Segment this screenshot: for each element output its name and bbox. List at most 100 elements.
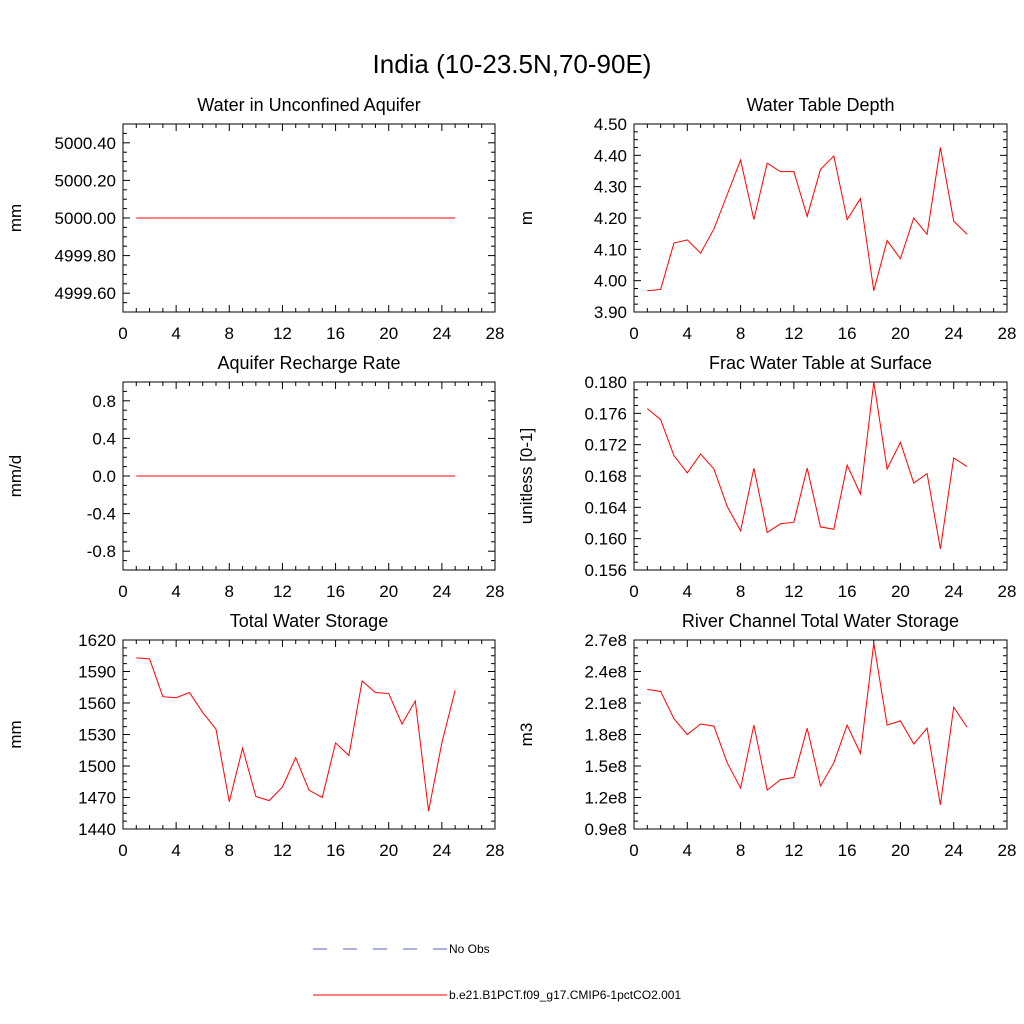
y-tick-label: 0.168 (584, 467, 627, 486)
y-tick-label: 0.0 (92, 467, 116, 486)
x-tick-label: 28 (998, 324, 1017, 343)
y-tick-label: 1470 (78, 789, 116, 808)
y-tick-label: 5000.00 (55, 209, 116, 228)
x-tick-label: 24 (944, 582, 963, 601)
x-tick-label: 16 (838, 582, 857, 601)
y-axis-label: mm/d (6, 455, 25, 498)
panel-title: River Channel Total Water Storage (682, 611, 959, 631)
y-axis-label: mm (6, 720, 25, 748)
y-tick-label: 1530 (78, 726, 116, 745)
plot-frame (633, 123, 1008, 313)
x-tick-label: 0 (118, 841, 127, 860)
y-tick-label: 1.2e8 (584, 789, 627, 808)
y-tick-label: 1440 (78, 820, 116, 839)
x-tick-label: 24 (944, 841, 963, 860)
y-tick-label: 4999.60 (55, 284, 116, 303)
y-tick-label: 0.8 (92, 392, 116, 411)
x-tick-label: 4 (171, 324, 180, 343)
x-tick-label: 4 (683, 841, 692, 860)
y-tick-label: 2.4e8 (584, 663, 627, 682)
x-tick-label: 20 (379, 841, 398, 860)
y-tick-label: 1500 (78, 757, 116, 776)
x-tick-label: 8 (225, 582, 234, 601)
x-tick-label: 0 (118, 582, 127, 601)
x-tick-label: 20 (891, 582, 910, 601)
y-tick-label: 4.30 (594, 178, 627, 197)
y-tick-label: 2.7e8 (584, 631, 627, 650)
y-tick-label: 4.20 (594, 209, 627, 228)
legend: No Obs b.e21.B1PCT.f09_g17.CMIP6-1pctCO2.… (313, 942, 681, 1002)
x-tick-label: 28 (998, 582, 1017, 601)
x-tick-label: 4 (683, 324, 692, 343)
x-tick-label: 12 (273, 841, 292, 860)
x-tick-label: 28 (998, 841, 1017, 860)
y-tick-label: 5000.20 (55, 171, 116, 190)
series-line (647, 147, 968, 292)
panel-title: Frac Water Table at Surface (709, 353, 932, 373)
x-tick-label: 12 (784, 324, 803, 343)
x-tick-label: 20 (379, 582, 398, 601)
x-tick-label: 12 (273, 582, 292, 601)
y-axis-label: m3 (517, 723, 536, 747)
x-tick-label: 16 (838, 841, 857, 860)
chart-panel: Water in Unconfined Aquifer mm 0 4 8 12 16 20 24… (6, 95, 504, 343)
x-tick-label: 0 (629, 324, 638, 343)
y-tick-label: 1.5e8 (584, 757, 627, 776)
y-tick-label: 1.8e8 (584, 726, 627, 745)
chart-panel: Aquifer Recharge Rate mm/d 0 4 8 12 16 20 24 28 -0… (6, 353, 504, 601)
panel-title: Water Table Depth (746, 95, 894, 115)
legend-label: b.e21.B1PCT.f09_g17.CMIP6-1pctCO2.001 (449, 988, 681, 1002)
x-tick-label: 28 (486, 324, 505, 343)
y-tick-label: 4.40 (594, 146, 627, 165)
x-tick-label: 16 (326, 324, 345, 343)
legend-label: No Obs (449, 942, 490, 956)
x-tick-label: 24 (432, 841, 451, 860)
x-tick-label: 8 (736, 324, 745, 343)
x-tick-label: 4 (683, 582, 692, 601)
x-tick-label: 0 (629, 582, 638, 601)
y-tick-label: 4999.80 (55, 247, 116, 266)
x-tick-label: 16 (326, 582, 345, 601)
y-axis-label: unitless [0-1] (517, 428, 536, 524)
x-tick-label: 20 (891, 841, 910, 860)
x-tick-label: 20 (891, 324, 910, 343)
x-tick-label: 8 (225, 841, 234, 860)
y-axis-label: m (517, 211, 536, 225)
x-tick-label: 8 (225, 324, 234, 343)
plot-frame (633, 639, 1008, 830)
x-tick-label: 28 (486, 582, 505, 601)
y-tick-label: 4.50 (594, 115, 627, 134)
x-tick-label: 24 (944, 324, 963, 343)
x-tick-label: 0 (118, 324, 127, 343)
x-tick-label: 12 (273, 324, 292, 343)
series-line (136, 657, 456, 812)
panel-title: Total Water Storage (230, 611, 388, 631)
x-tick-label: 28 (486, 841, 505, 860)
y-tick-label: -0.8 (87, 542, 116, 561)
y-tick-label: 3.90 (594, 303, 627, 322)
panel-title: Aquifer Recharge Rate (217, 353, 400, 373)
y-tick-label: 0.4 (92, 429, 116, 448)
x-tick-label: 8 (736, 582, 745, 601)
series-line (647, 381, 968, 549)
y-tick-label: 0.180 (584, 373, 627, 392)
series-line (647, 643, 968, 805)
x-tick-label: 0 (629, 841, 638, 860)
figure-title: India (10-23.5N,70-90E) (373, 49, 652, 79)
y-tick-label: 0.176 (584, 404, 627, 423)
y-tick-label: 1560 (78, 694, 116, 713)
chart-panel: Water Table Depth m 0 4 8 12 16 20 24 28 3.90 4.00 4… (517, 95, 1016, 343)
x-tick-label: 4 (171, 582, 180, 601)
y-tick-label: 5000.40 (55, 134, 116, 153)
chart-panel: Frac Water Table at Surface unitless [0-1… (517, 353, 1016, 601)
y-tick-label: 0.156 (584, 561, 627, 580)
y-tick-label: 4.10 (594, 240, 627, 259)
x-tick-label: 24 (432, 324, 451, 343)
y-tick-label: 0.164 (584, 498, 627, 517)
x-tick-label: 16 (326, 841, 345, 860)
y-tick-label: 0.160 (584, 530, 627, 549)
x-tick-label: 8 (736, 841, 745, 860)
plot-frame (122, 639, 496, 830)
